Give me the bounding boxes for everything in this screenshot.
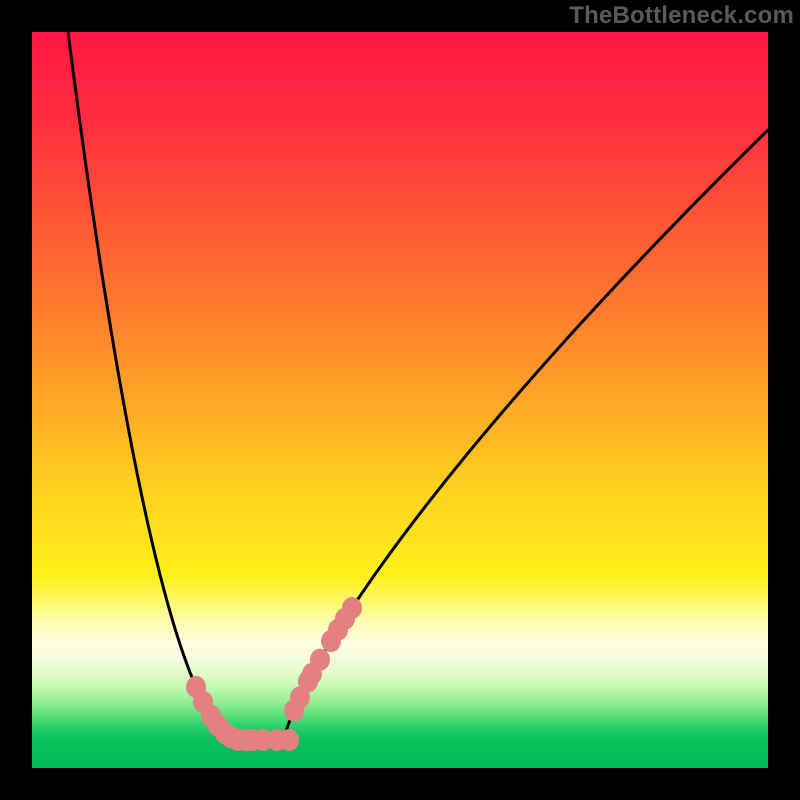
data-marker — [279, 729, 299, 751]
chart-frame: TheBottleneck.com — [0, 0, 800, 800]
gradient-background — [32, 32, 768, 768]
data-marker — [310, 649, 330, 671]
watermark-text: TheBottleneck.com — [569, 2, 794, 30]
bottleneck-curve-chart — [0, 0, 800, 800]
data-marker — [342, 597, 362, 619]
